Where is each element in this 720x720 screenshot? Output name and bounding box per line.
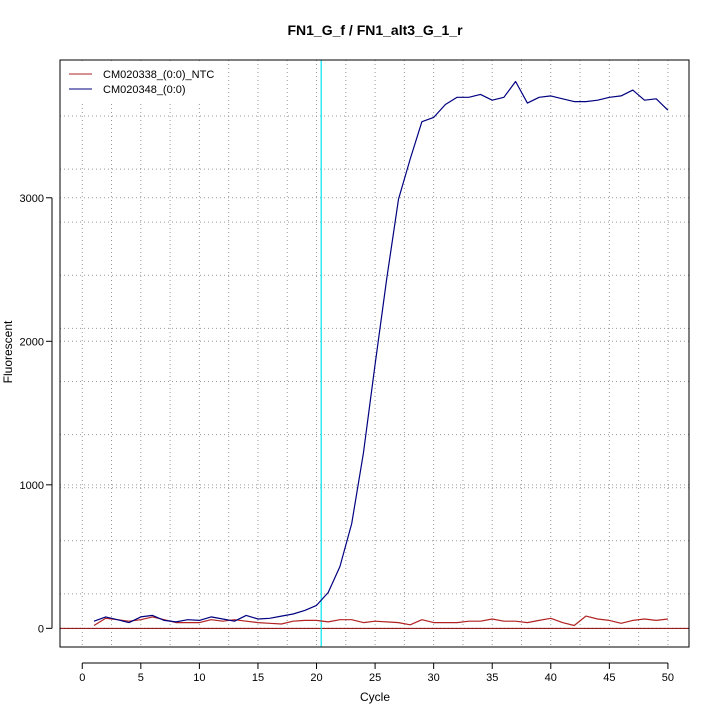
y-tick-label: 0 [38,623,44,635]
chart-title: FN1_G_f / FN1_alt3_G_1_r [287,22,463,38]
legend-box [61,61,221,101]
y-tick-label: 3000 [20,193,44,205]
legend-label-ntc: CM020338_(0:0)_NTC [103,69,214,81]
y-tick-label: 2000 [20,336,44,348]
x-tick-label: 25 [369,672,381,684]
x-tick-label: 0 [79,672,85,684]
x-tick-label: 10 [193,672,205,684]
plot-frame [59,59,690,648]
y-axis-label: Fluorescent [1,320,15,383]
series-line-0 [93,615,668,627]
grid-lines [60,60,689,647]
x-tick-label: 5 [138,672,144,684]
x-tick-label: 35 [486,672,498,684]
x-tick-label: 15 [252,672,264,684]
y-tick-label: 1000 [20,480,44,492]
x-tick-label: 20 [310,672,322,684]
series-line-1 [93,80,669,624]
axes: 0 5 10 15 20 25 30 35 40 45 50 0 1000 2000 3000 [20,193,675,684]
legend: CM020338_(0:0)_NTC CM020348_(0:0) [61,61,221,101]
legend-label-sample: CM020348_(0:0) [103,84,186,96]
plot-marks [60,60,689,647]
x-axis-label: Cycle [360,690,390,704]
x-tick-label: 40 [545,672,557,684]
x-tick-label: 50 [662,672,674,684]
x-tick-label: 30 [428,672,440,684]
x-tick-label: 45 [603,672,615,684]
